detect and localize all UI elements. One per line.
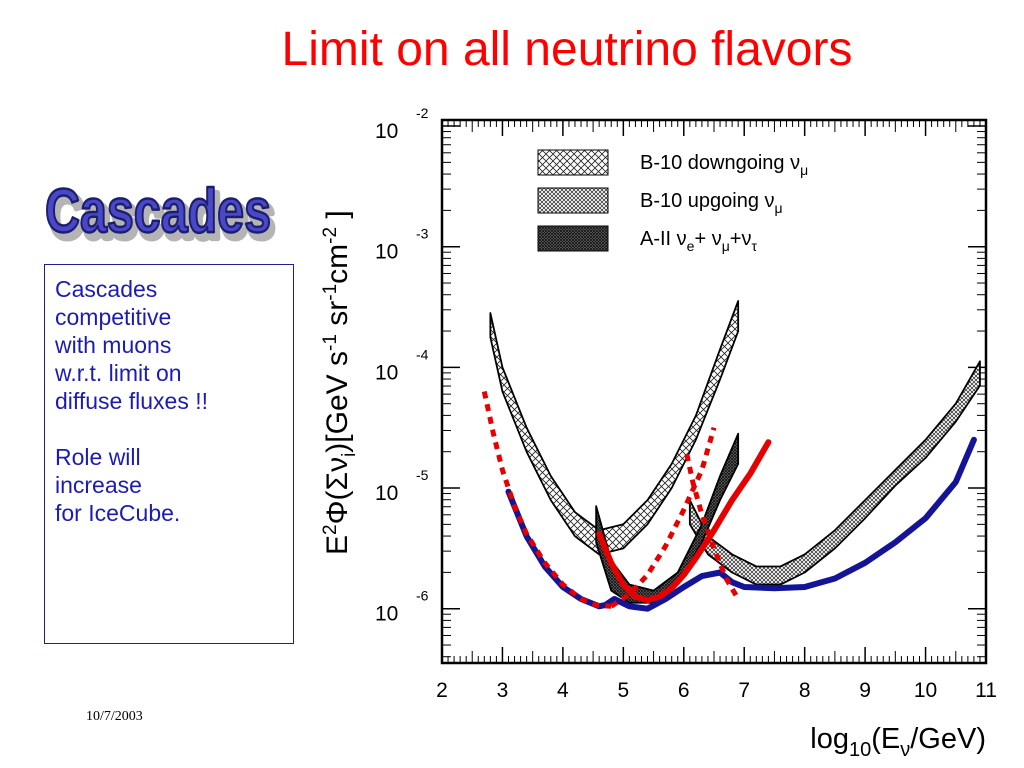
note-paragraph-2: Role will increase for IceCube. (55, 444, 181, 526)
y-tick-label-exponent: -4 (416, 346, 429, 362)
y-tick-label-base: 10 (375, 361, 398, 384)
slide-title: Limit on all neutrino flavors (281, 23, 853, 76)
legend-swatch-amanda (537, 225, 609, 252)
y-tick-label-exponent: -6 (416, 588, 429, 604)
y-tick-label-base: 10 (375, 241, 398, 264)
note-paragraph-1: Cascades competitive with muons w.r.t. l… (55, 276, 208, 414)
legend-label-downgoing: B-10 downgoing νμ (640, 152, 808, 178)
sensitivity-curve-3 (609, 427, 717, 609)
y-axis-label: E2Φ(Σνi)[GeV s-1 sr-1cm-2 ] (320, 210, 360, 555)
legend-swatch-upgoing (537, 187, 609, 214)
x-tick-label: 7 (738, 679, 750, 702)
x-tick-label: 5 (617, 679, 629, 702)
chart-layer: 2 3 4 5 6 7 8 9 10 11 10 -2 10 -3 10 -4 10 -5 10 -6 (375, 105, 997, 702)
x-tick-label: 11 (975, 679, 997, 702)
x-tick-label: 3 (497, 679, 509, 702)
x-tick-label: 6 (678, 679, 690, 702)
legend-swatch-downgoing (537, 149, 609, 176)
slide-date: 10/7/2003 (86, 709, 143, 724)
cascades-logo-text: Cascades (45, 177, 271, 246)
y-tick-label-exponent: -2 (416, 105, 429, 121)
sensitivity-curve-0 (505, 436, 977, 612)
legend: B-10 downgoing νμ B-10 upgoing νμ A-II ν… (537, 149, 808, 254)
cascades-logo: Cascades Cascades (44, 176, 278, 248)
x-tick-label: 9 (859, 679, 871, 702)
sensitivity-curve-4 (684, 453, 741, 601)
x-tick-label: 4 (557, 679, 569, 702)
x-tick-label: 2 (436, 679, 448, 702)
note-box: Cascades competitive with muons w.r.t. l… (44, 264, 294, 644)
legend-label-amanda: A-II νe+ νμ+ντ (640, 228, 757, 254)
sensitivity-curve-1 (596, 439, 772, 604)
y-tick-label-base: 10 (375, 120, 398, 143)
y-tick-label-exponent: -3 (416, 226, 429, 242)
x-tick-label: 10 (914, 679, 937, 702)
y-tick-label-exponent: -5 (416, 467, 429, 483)
legend-label-upgoing: B-10 upgoing νμ (640, 190, 783, 216)
y-tick-label-base: 10 (375, 482, 398, 505)
cascades-logo-shadow: Cascades (49, 183, 275, 248)
limit-band-0 (489, 300, 740, 556)
x-tick-label: 8 (799, 679, 811, 702)
y-tick-label-base: 10 (375, 603, 398, 626)
x-axis-label: log10(Eν/GeV) (810, 723, 986, 761)
